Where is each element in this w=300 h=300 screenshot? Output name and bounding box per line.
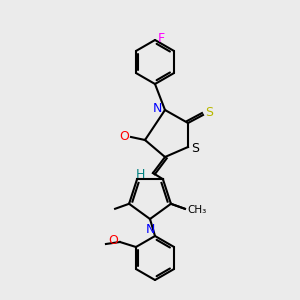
Text: O: O xyxy=(119,130,129,142)
Text: S: S xyxy=(191,142,199,155)
Text: F: F xyxy=(158,32,165,44)
Text: H: H xyxy=(136,169,145,182)
Text: CH₃: CH₃ xyxy=(187,205,206,215)
Text: N: N xyxy=(153,101,162,115)
Text: S: S xyxy=(205,106,213,119)
Text: N: N xyxy=(145,223,155,236)
Text: O: O xyxy=(108,235,118,248)
